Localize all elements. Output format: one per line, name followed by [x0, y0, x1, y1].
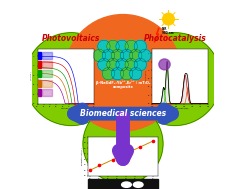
Circle shape — [130, 49, 142, 62]
Circle shape — [139, 49, 151, 62]
Circle shape — [125, 40, 137, 53]
Circle shape — [116, 58, 128, 71]
Circle shape — [163, 13, 174, 25]
Text: β-NaGdF₄:Yb³⁺,Er³⁺ / mTiO₂: β-NaGdF₄:Yb³⁺,Er³⁺ / mTiO₂ — [96, 81, 150, 85]
Circle shape — [116, 40, 128, 53]
Circle shape — [121, 67, 133, 80]
Circle shape — [134, 58, 146, 71]
Circle shape — [107, 58, 119, 71]
Circle shape — [98, 58, 110, 71]
Circle shape — [25, 33, 118, 125]
Text: Photovoltaics: Photovoltaics — [42, 34, 100, 43]
Circle shape — [125, 58, 137, 71]
Circle shape — [134, 40, 146, 53]
Circle shape — [121, 49, 133, 62]
Text: NIR
980 nm: NIR 980 nm — [162, 27, 174, 35]
Circle shape — [102, 49, 115, 62]
Circle shape — [111, 49, 124, 62]
Circle shape — [83, 104, 163, 184]
Circle shape — [130, 67, 142, 80]
Circle shape — [128, 33, 221, 125]
Circle shape — [102, 67, 115, 80]
Circle shape — [98, 40, 110, 53]
Circle shape — [65, 15, 181, 131]
Text: Biomedical sciences: Biomedical sciences — [80, 109, 166, 118]
Circle shape — [93, 49, 106, 62]
Circle shape — [107, 40, 119, 53]
Text: Photocatalysis: Photocatalysis — [143, 34, 206, 43]
Text: composite: composite — [112, 85, 134, 89]
Circle shape — [111, 67, 124, 80]
